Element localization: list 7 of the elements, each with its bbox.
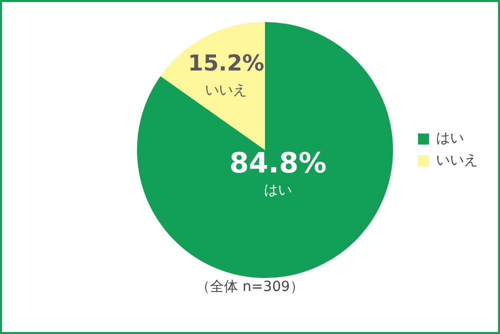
- data-label: 15.2%: [188, 52, 264, 77]
- legend-label: いいえ: [436, 152, 478, 169]
- data-label: 84.8%: [229, 146, 327, 180]
- slice-label: いいえ: [205, 82, 248, 99]
- legend-label: はい: [436, 130, 464, 147]
- text: （全体 n=309）: [195, 278, 305, 296]
- slice-label: はい: [264, 182, 292, 199]
